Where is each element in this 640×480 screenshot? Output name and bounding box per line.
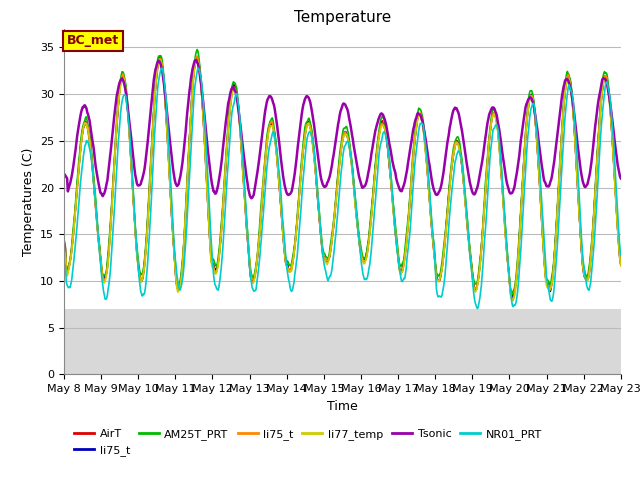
Legend: AirT, li75_t, AM25T_PRT, li75_t, li77_temp, Tsonic, NR01_PRT: AirT, li75_t, AM25T_PRT, li75_t, li77_te… bbox=[70, 425, 547, 460]
Title: Temperature: Temperature bbox=[294, 10, 391, 25]
Y-axis label: Temperatures (C): Temperatures (C) bbox=[22, 147, 35, 256]
X-axis label: Time: Time bbox=[327, 400, 358, 413]
Bar bbox=[64, 309, 621, 374]
Text: BC_met: BC_met bbox=[67, 35, 119, 48]
